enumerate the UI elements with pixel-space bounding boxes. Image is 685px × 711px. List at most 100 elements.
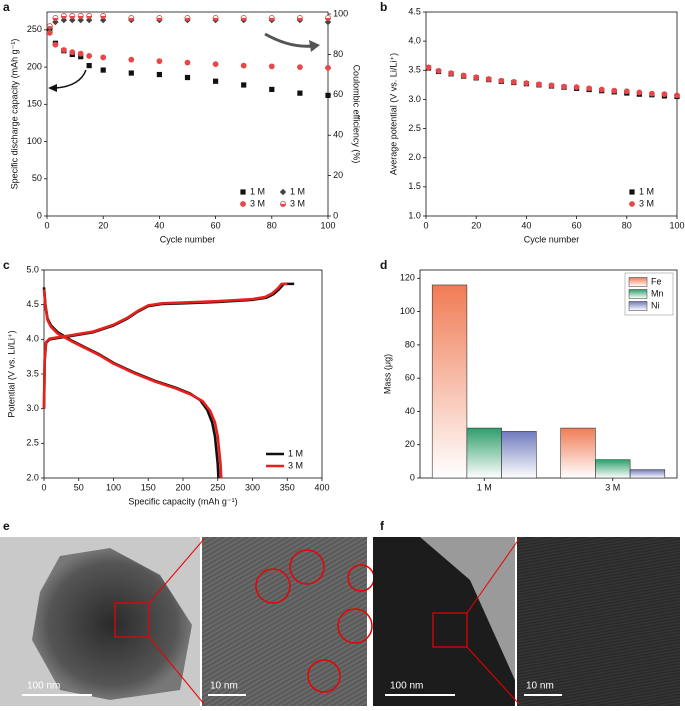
legend-label: Fe [651, 276, 662, 286]
y-tick-label: 150 [27, 99, 42, 109]
legend-label: Ni [651, 300, 660, 310]
y-tick-label: 3.5 [26, 368, 39, 378]
marker [636, 89, 643, 96]
y-tick-label: 4.0 [408, 36, 421, 46]
y-tick-label: 3.0 [408, 94, 421, 104]
y2-tick-label: 100 [333, 8, 348, 18]
x-tick-label: 400 [314, 482, 329, 492]
marker [268, 63, 275, 70]
marker [77, 13, 84, 20]
legend-label: Mn [651, 288, 664, 298]
marker [156, 58, 163, 65]
marker [649, 90, 655, 97]
x-tick-label: 300 [245, 482, 260, 492]
y-tick-label: 3.0 [26, 403, 39, 413]
legend-symbol [628, 289, 648, 299]
plot-frame [419, 269, 678, 479]
marker [435, 67, 442, 74]
y2-tick-label: 0 [333, 210, 338, 220]
marker [598, 86, 605, 93]
panel-label: f [380, 519, 385, 533]
y-tick-label: 50 [32, 173, 42, 183]
marker [297, 64, 303, 70]
marker [128, 56, 135, 63]
marker [100, 67, 106, 73]
panel-label: a [3, 0, 10, 14]
bar [501, 431, 537, 479]
y-tick-label: 1.0 [408, 210, 421, 220]
bar [560, 427, 596, 479]
y2-tick-label: 20 [333, 170, 343, 180]
legend-label: 1 M [290, 186, 305, 196]
marker [241, 82, 247, 88]
y2-tick-label: 60 [333, 89, 343, 99]
legend-symbol [628, 301, 648, 311]
x-tick-label: 250 [210, 482, 225, 492]
zoom-line [148, 538, 205, 604]
marker [268, 15, 275, 22]
legend-label: 1 M [639, 186, 654, 196]
y-tick-label: 4.5 [408, 6, 421, 16]
legend-label: 3 M [290, 198, 305, 208]
legend-label: 1 M [250, 186, 265, 196]
marker [297, 90, 303, 96]
marker [86, 13, 93, 20]
y-axis-label: Potential (V vs. Li/Li⁺) [6, 330, 16, 417]
line [42, 282, 295, 479]
y-tick-label: 60 [405, 373, 415, 383]
marker [523, 80, 530, 87]
marker-part [280, 204, 286, 207]
marker [473, 74, 480, 81]
x-tick-label: 40 [154, 220, 164, 230]
legend-label: 3 M [250, 198, 265, 208]
y-tick-label: 2.0 [408, 152, 421, 162]
legend-symbol [279, 188, 287, 196]
marker [510, 79, 517, 85]
plot-frame [43, 269, 323, 479]
marker [69, 13, 76, 20]
marker [296, 15, 303, 22]
legend-label: 1 M [288, 448, 303, 458]
marker [498, 77, 505, 84]
marker [325, 92, 331, 98]
marker [52, 15, 59, 22]
y-tick-label: 1.5 [408, 181, 421, 191]
x-tick-label: 3 M [605, 482, 620, 492]
x-tick-label: 20 [98, 220, 108, 230]
bar [431, 284, 468, 479]
marker [460, 72, 467, 79]
x-axis-label: Specific capacity (mAh g⁻¹) [128, 496, 237, 506]
y-axis-label: Mass (μg) [382, 354, 392, 394]
x-axis-label: Cycle number [524, 234, 580, 244]
y-tick-label: 250 [27, 24, 42, 34]
x-tick-label: 350 [280, 482, 295, 492]
marker [674, 92, 680, 99]
bar [629, 469, 666, 479]
marker [60, 47, 67, 53]
x-tick-label: 80 [267, 220, 277, 230]
marker-part [61, 16, 67, 19]
legend-symbol [629, 201, 635, 207]
zoom-line [466, 646, 520, 705]
marker [586, 85, 593, 92]
panel-label: c [3, 258, 10, 272]
marker-part [47, 26, 53, 29]
y-tick-label: 20 [405, 439, 415, 449]
x-tick-label: 60 [211, 220, 221, 230]
micrograph: 100 nm [0, 537, 200, 706]
marker [212, 61, 219, 68]
y-tick-label: 200 [27, 61, 42, 71]
scale-bar-label: 100 nm [27, 681, 60, 692]
marker [485, 76, 492, 82]
y-tick-label: 100 [400, 306, 415, 316]
x-tick-label: 0 [41, 482, 46, 492]
x-tick-label: 60 [572, 220, 582, 230]
marker [184, 15, 191, 22]
y-tick-label: 80 [405, 339, 415, 349]
micrograph: 10 nm [202, 537, 375, 706]
scale-bar-label: 10 nm [210, 681, 238, 692]
arrow [55, 69, 87, 89]
plot-frame [425, 11, 678, 217]
marker [269, 86, 275, 93]
